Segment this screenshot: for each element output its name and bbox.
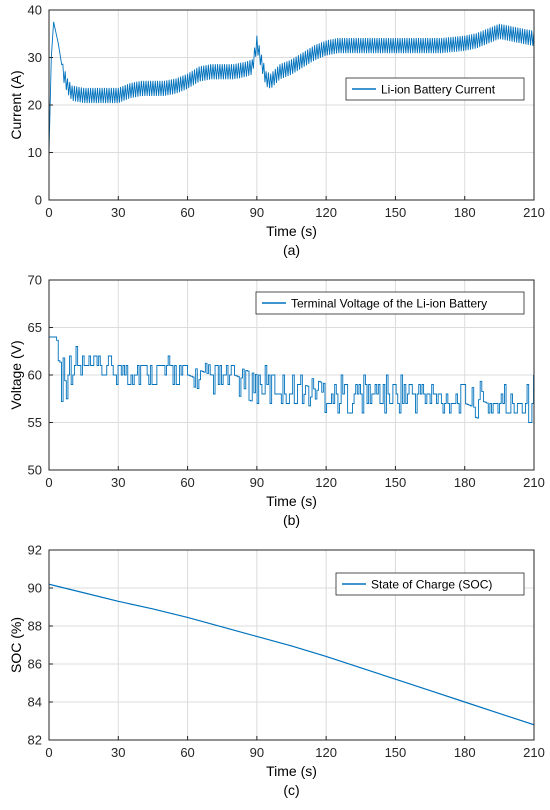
x-tick-label-180: 180: [454, 205, 476, 220]
y-tick-label-10: 10: [28, 145, 42, 160]
x-tick-label-60: 60: [180, 475, 194, 490]
chart-panel-c: 0 30 60 90 120 150 180 210 82 84 86 88 90 92 Time (s) S…: [0, 540, 550, 810]
x-tick-label-180: 180: [454, 475, 476, 490]
y-tick-label-20: 20: [28, 98, 42, 113]
legend-box-c: [335, 572, 525, 596]
y-tick-label-40: 40: [28, 3, 42, 18]
x-tick-label-90: 90: [250, 745, 264, 760]
y-tick-label-88: 88: [28, 619, 42, 634]
legend-c: State of Charge (SOC): [335, 572, 525, 596]
y-tick-label-86: 86: [28, 657, 42, 672]
series-line-c: [49, 583, 534, 726]
legend-b: Terminal Voltage of the Li-ion Battery: [255, 291, 525, 315]
y-axis-label-a: Current (A): [8, 70, 24, 139]
x-axis-label-a: Time (s): [266, 223, 317, 239]
x-tick-label-30: 30: [111, 745, 125, 760]
chart-panel-a: 0 30 60 90 120 150 180 210 0 10 20 30 40 Time (s) Curr…: [0, 0, 550, 270]
y-tick-label-92: 92: [28, 543, 42, 558]
x-tick-label-90: 90: [250, 475, 264, 490]
legend-a: Li-ion Battery Current: [345, 77, 525, 101]
y-tick-label-55: 55: [28, 415, 42, 430]
x-tick-label-0: 0: [45, 475, 52, 490]
chart-b-svg: 0 30 60 90 120 150 180 210 50 55 60 65 70 Time (s) Vol…: [8, 273, 545, 529]
legend-label-a: Li-ion Battery Current: [381, 83, 496, 97]
x-tick-label-120: 120: [315, 745, 337, 760]
x-tick-label-0: 0: [45, 205, 52, 220]
caption-a: (a): [283, 242, 300, 258]
y-tick-label-50: 50: [28, 463, 42, 478]
series-line-a: [49, 21, 534, 153]
legend-box-a: [345, 77, 525, 101]
x-tick-label-30: 30: [111, 205, 125, 220]
y-axis-label-b: Voltage (V): [8, 340, 24, 409]
legend-box-b: [255, 291, 525, 315]
y-tick-label-90: 90: [28, 581, 42, 596]
chart-panel-b: 0 30 60 90 120 150 180 210 50 55 60 65 70 Time (s) Vol…: [0, 270, 550, 540]
y-tick-label-65: 65: [28, 320, 42, 335]
x-tick-label-30: 30: [111, 475, 125, 490]
y-tick-label-70: 70: [28, 273, 42, 288]
y-tick-label-84: 84: [28, 695, 42, 710]
x-tick-label-210: 210: [523, 475, 545, 490]
x-tick-label-150: 150: [385, 745, 407, 760]
x-tick-label-120: 120: [315, 475, 337, 490]
x-tick-label-60: 60: [180, 205, 194, 220]
x-tick-label-180: 180: [454, 745, 476, 760]
y-tick-label-82: 82: [28, 733, 42, 748]
caption-b: (b): [283, 512, 300, 528]
legend-label-b: Terminal Voltage of the Li-ion Battery: [291, 297, 487, 311]
axes-box-c: [48, 549, 535, 741]
x-axis-label-c: Time (s): [266, 763, 317, 779]
chart-a-svg: 0 30 60 90 120 150 180 210 0 10 20 30 40 Time (s) Curr…: [8, 3, 545, 259]
x-axis-label-b: Time (s): [266, 493, 317, 509]
x-tick-label-60: 60: [180, 745, 194, 760]
caption-c: (c): [283, 782, 299, 798]
chart-c-svg: 0 30 60 90 120 150 180 210 82 84 86 88 90 92 Time (s) S…: [8, 543, 545, 799]
y-tick-label-60: 60: [28, 368, 42, 383]
x-tick-label-150: 150: [385, 475, 407, 490]
x-tick-label-150: 150: [385, 205, 407, 220]
y-axis-label-c: SOC (%): [8, 617, 24, 673]
x-tick-label-210: 210: [523, 205, 545, 220]
x-tick-label-90: 90: [250, 205, 264, 220]
y-tick-label-30: 30: [28, 50, 42, 65]
series-line-b: [49, 336, 534, 423]
x-tick-label-0: 0: [45, 745, 52, 760]
x-tick-label-210: 210: [523, 745, 545, 760]
x-tick-label-120: 120: [315, 205, 337, 220]
y-tick-label-0: 0: [35, 193, 42, 208]
legend-label-c: State of Charge (SOC): [371, 578, 492, 592]
